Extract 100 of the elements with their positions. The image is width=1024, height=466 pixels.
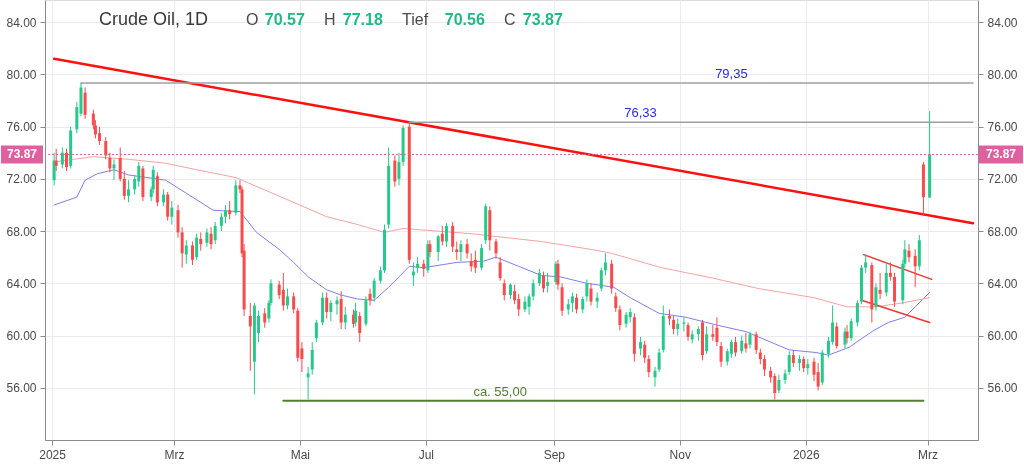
candlestick xyxy=(705,325,709,355)
candlestick xyxy=(314,319,318,343)
x-tick-label: Jul xyxy=(418,447,434,462)
x-tick-label: 2025 xyxy=(39,447,67,462)
x-tick-label: Sep xyxy=(543,447,566,462)
candlestick xyxy=(459,239,463,262)
candlestick xyxy=(397,152,401,186)
candlestick xyxy=(108,152,112,173)
y-tick-label: 80.00 xyxy=(6,67,37,82)
candlestick xyxy=(888,261,892,282)
text: 73.87 xyxy=(985,147,1017,162)
candlestick xyxy=(835,321,839,350)
candlestick xyxy=(907,243,911,263)
candlestick xyxy=(672,315,676,335)
candlestick xyxy=(325,291,329,320)
candlestick xyxy=(884,261,888,297)
candlestick xyxy=(618,305,622,331)
candlestick xyxy=(639,336,643,356)
candlestick xyxy=(542,271,546,293)
y-tick-label: 76.00 xyxy=(6,120,37,135)
candlestick xyxy=(176,204,180,239)
y2-tick-label: 60.00 xyxy=(987,329,1018,344)
candlestick xyxy=(368,288,372,307)
candlestick xyxy=(777,374,781,394)
candlestick xyxy=(285,288,289,310)
candlestick xyxy=(585,278,589,303)
x-tick-label: Nov xyxy=(669,447,691,462)
candlestick xyxy=(339,290,343,330)
candlestick xyxy=(498,256,502,282)
y2-tick-label: 56.00 xyxy=(987,381,1018,396)
candlestick xyxy=(575,293,579,314)
candlestick xyxy=(213,221,217,245)
candlestick xyxy=(137,161,141,188)
candlestick xyxy=(719,341,723,368)
candlestick xyxy=(734,336,738,357)
candlestick xyxy=(209,226,213,250)
candlestick xyxy=(589,282,593,307)
candlestick xyxy=(465,238,469,260)
candlestick xyxy=(531,278,535,301)
x-tick-label: Mrz xyxy=(918,447,939,462)
candlestick xyxy=(98,126,102,146)
candlestick xyxy=(184,239,188,265)
candlestick xyxy=(513,284,517,305)
annotation: 76,33 xyxy=(624,105,657,121)
candlestick xyxy=(65,148,69,172)
candlestick xyxy=(517,293,521,317)
x-tick-label: 2026 xyxy=(792,447,820,462)
candlestick xyxy=(364,295,368,327)
candlestick xyxy=(190,241,194,266)
candlestick xyxy=(715,316,719,347)
candlestick xyxy=(170,200,174,226)
candlestick xyxy=(502,278,506,301)
annotation: 79,35 xyxy=(715,65,748,81)
candlestick xyxy=(599,267,603,292)
candlestick xyxy=(744,332,748,354)
candlestick xyxy=(843,327,847,350)
y2-tick-label: 80.00 xyxy=(987,67,1018,82)
candlestick xyxy=(83,86,87,120)
y2-tick-label: 72.00 xyxy=(987,172,1018,187)
text: Crude Oil, 1D xyxy=(99,9,209,29)
candlestick xyxy=(754,331,758,355)
candlestick xyxy=(126,179,130,203)
candlestick xyxy=(263,307,267,329)
candlestick xyxy=(682,316,686,333)
candlestick xyxy=(657,348,661,373)
annotation: ca. 55,00 xyxy=(473,383,527,399)
candlestick xyxy=(783,369,787,385)
candlestick xyxy=(436,234,440,262)
candlestick xyxy=(494,238,498,260)
y-tick-label: 84.00 xyxy=(6,15,37,30)
candlestick xyxy=(224,204,228,224)
candlestick xyxy=(310,341,314,376)
text: O 70.57 H 77.18 Tief 70.56 C 73.87 xyxy=(246,11,563,28)
candlestick xyxy=(570,291,574,313)
candlestick xyxy=(527,293,531,316)
y2-tick-label: 84.00 xyxy=(987,15,1018,30)
candlestick xyxy=(228,200,232,220)
y2-tick-label: 64.00 xyxy=(987,276,1018,291)
candlestick xyxy=(773,372,777,401)
candlestick xyxy=(195,233,199,261)
candlestick xyxy=(469,252,473,273)
candlestick xyxy=(686,321,690,342)
candlestick xyxy=(428,239,432,258)
candlestick xyxy=(199,231,203,252)
candlestick xyxy=(874,282,878,312)
candlestick xyxy=(358,311,362,343)
y-tick-label: 72.00 xyxy=(6,172,37,187)
candlestick xyxy=(864,254,868,274)
candlestick xyxy=(546,272,550,293)
candlestick xyxy=(614,291,618,313)
y-tick-label: 56.00 xyxy=(6,381,37,396)
y-tick-label: 60.00 xyxy=(6,329,37,344)
candlestick xyxy=(603,252,607,276)
candlestick xyxy=(281,272,285,312)
candlestick xyxy=(329,299,333,322)
candlestick xyxy=(729,338,733,359)
candlestick xyxy=(292,291,296,314)
candlestick xyxy=(560,282,564,317)
y2-tick-label: 68.00 xyxy=(987,224,1018,239)
candlestick xyxy=(740,335,744,355)
